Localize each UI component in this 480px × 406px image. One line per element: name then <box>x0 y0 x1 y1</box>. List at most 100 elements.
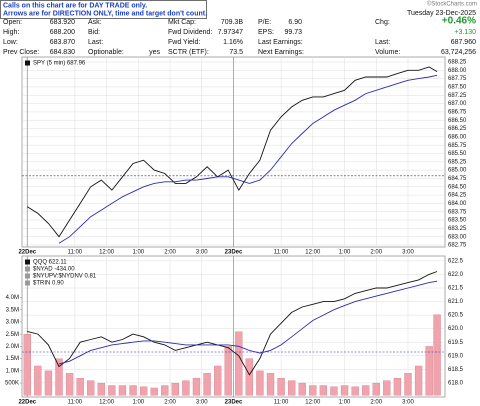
x-tick-label: 3:00 <box>402 250 414 256</box>
volume-bar <box>266 373 275 396</box>
header-value: 683.920 <box>50 19 75 26</box>
volume-bar <box>414 365 423 396</box>
volume-bar <box>288 380 296 396</box>
header-value: 687.960 <box>451 39 476 46</box>
volume-bar <box>192 378 201 396</box>
header-label: Bid: <box>88 29 100 36</box>
header-label: Next Earnings: <box>258 49 304 56</box>
header-label: SCTR (ETF): <box>168 49 209 56</box>
y-tick-label: 3.5M <box>6 307 19 313</box>
header-value: 709.3B <box>221 19 244 26</box>
x-tick-label: 12:00 <box>99 250 115 256</box>
volume-bar <box>129 385 137 396</box>
price-line <box>27 66 438 238</box>
volume-bar <box>319 385 328 396</box>
annotation-line: Calls on this chart are for DAY TRADE on… <box>3 2 147 9</box>
volume-bar <box>372 382 380 396</box>
volume-bar <box>224 346 232 396</box>
x-tick-label: 11:00 <box>68 250 83 256</box>
x-tick-label: 1:00 <box>339 250 351 256</box>
y-tick-label: 621.5 <box>448 286 464 292</box>
y-tick-label: 687.25 <box>448 93 467 99</box>
header-label: Last: <box>88 39 103 46</box>
y-tick-label: 621.0 <box>448 299 464 305</box>
volume-bar <box>277 378 285 396</box>
header-label: High: <box>3 29 19 36</box>
y-tick-label: 618.5 <box>448 367 464 373</box>
annotation-box <box>0 0 207 19</box>
y-tick-label: 684.50 <box>448 184 467 190</box>
header-label: Prev Close: <box>3 49 39 56</box>
y-tick-label: 3.0M <box>6 320 19 326</box>
volume-bar <box>171 382 179 396</box>
y-tick-label: 683.00 <box>448 234 467 240</box>
y-tick-label: 683.50 <box>448 218 467 224</box>
y-tick-label: 2.0M <box>6 344 19 350</box>
volume-bar <box>34 365 42 396</box>
x-tick-label: 11:00 <box>274 400 289 406</box>
y-tick-label: 683.75 <box>448 209 467 215</box>
x-tick-label: 3:00 <box>196 250 208 256</box>
y-tick-label: 685.25 <box>448 159 467 165</box>
y-tick-label: 685.75 <box>448 143 467 149</box>
volume-bar <box>309 385 317 396</box>
header-label: Low: <box>3 39 18 46</box>
price-line <box>58 280 438 365</box>
x-tick-label: 1:00 <box>132 400 144 406</box>
x-tick-label: 2:00 <box>164 250 176 256</box>
y-tick-label: 686.00 <box>448 134 467 140</box>
y-tick-label: 685.50 <box>448 151 467 157</box>
y-tick-label: 619.5 <box>448 340 464 346</box>
x-tick-label: 12:00 <box>305 250 321 256</box>
y-tick-label: 687.75 <box>448 76 467 82</box>
header-label: EPS: <box>258 29 274 36</box>
header-label: Ask: <box>88 19 102 26</box>
volume-bar <box>97 382 105 396</box>
volume-bar <box>433 314 441 396</box>
volume-bar <box>203 373 211 396</box>
header-label: Optionable: <box>88 49 124 56</box>
y-tick-label: 684.25 <box>448 193 467 199</box>
header-label: Volume: <box>375 49 400 56</box>
header-value: 99.73 <box>284 29 302 36</box>
volume-bar <box>235 331 243 396</box>
volume-bar <box>213 365 222 396</box>
header-value: 1.16% <box>223 39 243 46</box>
x-tick-label: 23Dec <box>225 250 243 256</box>
header-value: 63,724,256 <box>441 49 476 56</box>
header-label: Fwd Dividend: <box>168 29 212 36</box>
x-tick-label: 22Dec <box>18 250 36 256</box>
legend-swatch <box>25 60 30 66</box>
legend-swatch <box>25 259 30 265</box>
y-tick-label: 1.5M <box>6 356 19 362</box>
price-line <box>58 74 438 244</box>
header-label: Chg: <box>375 19 390 26</box>
x-tick-label: 12:00 <box>305 400 321 406</box>
y-tick-label: 622.5 <box>448 258 464 264</box>
watermark: ©StockCharts.com <box>427 1 477 8</box>
volume-bar <box>23 334 31 396</box>
header-value: 683.870 <box>50 39 75 46</box>
x-tick-label: 3:00 <box>196 400 208 406</box>
header-label: Mkt Cap: <box>168 19 196 26</box>
x-tick-label: 2:00 <box>164 400 176 406</box>
x-tick-label: 1:00 <box>339 400 351 406</box>
volume-bar <box>65 373 74 396</box>
y-tick-label: 687.00 <box>448 101 467 107</box>
legend-label: SPY (5 min) 687.96 <box>33 61 86 67</box>
volume-bar <box>161 385 169 396</box>
y-tick-label: 4.0M <box>6 295 19 301</box>
y-tick-label: 686.50 <box>448 118 467 124</box>
y-tick-label: 685.00 <box>448 168 467 174</box>
y-tick-label: 687.50 <box>448 85 467 91</box>
y-tick-label: 688.25 <box>448 60 467 66</box>
y-tick-label: 684.00 <box>448 201 467 207</box>
volume-bar <box>108 385 116 396</box>
header-value: 7.97347 <box>218 29 243 36</box>
legend-swatch <box>25 266 30 272</box>
x-tick-label: 1:00 <box>132 250 144 256</box>
volume-bar <box>298 382 306 396</box>
volume-bar <box>150 387 158 396</box>
volume-bar <box>404 373 412 396</box>
